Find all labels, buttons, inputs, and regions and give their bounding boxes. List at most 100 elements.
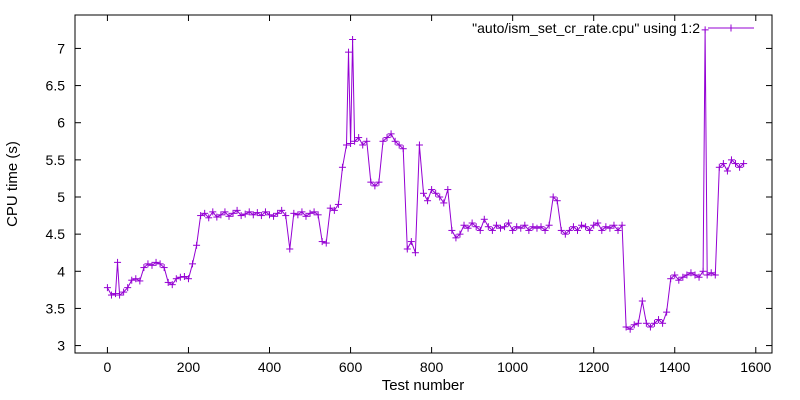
data-point — [399, 145, 407, 153]
data-point — [261, 208, 269, 216]
data-point — [221, 208, 229, 216]
data-point — [180, 272, 188, 280]
data-point — [343, 141, 351, 149]
data-point — [176, 273, 184, 281]
y-axis-title: CPU time (s) — [4, 141, 21, 227]
data-point — [249, 211, 257, 219]
x-tick-label: 1000 — [497, 359, 528, 375]
data-point — [642, 319, 650, 327]
data-point — [602, 223, 610, 231]
y-tick-label: 6.5 — [46, 78, 66, 94]
data-point — [667, 275, 675, 283]
data-point — [436, 193, 444, 201]
data-point — [537, 223, 545, 231]
data-point — [124, 284, 132, 292]
data-point — [687, 269, 695, 277]
x-tick-label: 600 — [339, 359, 363, 375]
x-tick-label: 800 — [420, 359, 444, 375]
data-point — [707, 269, 715, 277]
data-point — [610, 221, 618, 229]
data-point — [132, 275, 140, 283]
data-point — [578, 221, 586, 229]
data-point — [351, 137, 359, 145]
data-point — [184, 275, 192, 283]
data-point — [529, 223, 537, 231]
series-line — [106, 29, 744, 330]
data-point — [440, 199, 448, 207]
data-point — [330, 206, 338, 214]
data-point — [606, 224, 614, 232]
data-point — [634, 319, 642, 327]
data-point — [456, 230, 464, 238]
data-point — [630, 321, 638, 329]
series-layer — [103, 26, 748, 333]
data-point — [375, 178, 383, 186]
data-point — [160, 264, 168, 272]
data-point — [464, 224, 472, 232]
data-point — [213, 213, 221, 221]
data-point — [586, 226, 594, 234]
data-point — [565, 226, 573, 234]
data-point — [355, 134, 363, 142]
data-point — [701, 26, 709, 34]
x-tick-label: 1200 — [578, 359, 609, 375]
data-point — [282, 212, 290, 220]
data-point — [590, 221, 598, 229]
data-point — [448, 226, 456, 234]
data-point — [274, 209, 282, 217]
x-tick-label: 1600 — [740, 359, 771, 375]
data-point — [444, 186, 452, 194]
data-point — [103, 284, 111, 292]
data-point — [326, 204, 334, 212]
data-point — [569, 223, 577, 231]
data-point — [622, 323, 630, 331]
x-tick-label: 200 — [177, 359, 201, 375]
data-point — [659, 319, 667, 327]
data-point — [152, 258, 160, 266]
y-tick-label: 7 — [57, 40, 65, 56]
data-point — [233, 206, 241, 214]
data-point — [719, 160, 727, 168]
data-point — [164, 278, 172, 286]
data-point — [205, 214, 213, 222]
data-point — [140, 264, 148, 272]
data-point — [347, 140, 355, 148]
data-point — [193, 241, 201, 249]
data-point — [549, 193, 557, 201]
data-point — [407, 238, 415, 246]
data-point — [715, 163, 723, 171]
data-point — [415, 141, 423, 149]
data-point — [699, 267, 707, 275]
data-point — [533, 224, 541, 232]
data-point — [128, 276, 136, 284]
data-point — [334, 200, 342, 208]
data-point — [496, 224, 504, 232]
y-tick-label: 5.5 — [46, 152, 66, 168]
data-point — [237, 212, 245, 220]
data-point — [359, 141, 367, 149]
data-point — [711, 271, 719, 279]
data-point — [302, 212, 310, 220]
data-point — [253, 209, 261, 217]
data-point — [241, 210, 249, 218]
data-point — [168, 281, 176, 289]
data-point — [172, 275, 180, 283]
data-point — [557, 226, 565, 234]
data-point — [509, 226, 517, 234]
data-point — [614, 226, 622, 234]
data-point — [209, 208, 217, 216]
data-point — [626, 325, 634, 333]
data-point — [468, 219, 476, 227]
data-point — [298, 208, 306, 216]
data-point — [501, 223, 509, 231]
data-point — [383, 134, 391, 142]
data-point — [638, 297, 646, 305]
data-point — [225, 212, 233, 220]
data-point — [582, 223, 590, 231]
data-point — [452, 234, 460, 242]
data-point — [476, 226, 484, 234]
data-point — [480, 215, 488, 223]
data-point — [703, 271, 711, 279]
data-point — [257, 212, 265, 220]
